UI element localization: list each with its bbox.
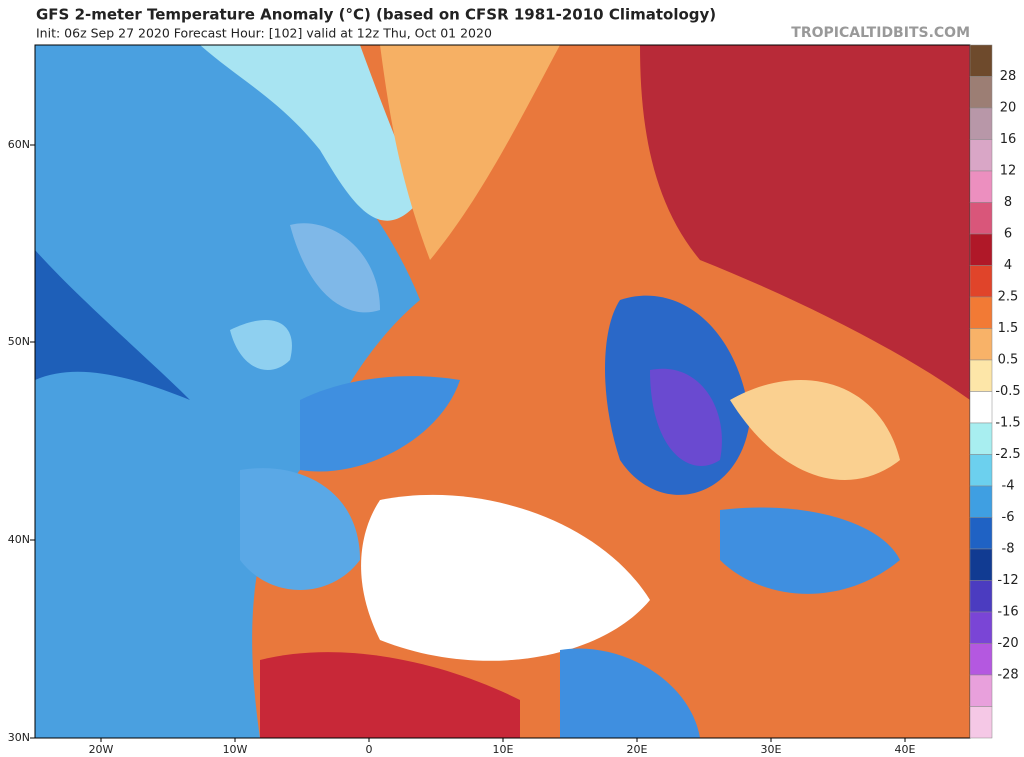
lon-label: 0 bbox=[366, 743, 373, 756]
colorbar-label: 4 bbox=[1004, 258, 1012, 273]
colorbar-label: 28 bbox=[1000, 69, 1017, 84]
subtitle: Init: 06z Sep 27 2020 Forecast Hour: [10… bbox=[36, 26, 492, 41]
title: GFS 2-meter Temperature Anomaly (°C) (ba… bbox=[36, 6, 716, 24]
colorbar-label: -12 bbox=[997, 573, 1018, 588]
colorbar-label: 8 bbox=[1004, 195, 1012, 210]
colorbar-swatch bbox=[969, 139, 993, 172]
colorbar-label: 20 bbox=[1000, 101, 1017, 116]
lon-label: 10E bbox=[493, 743, 514, 756]
colorbar-swatch bbox=[969, 580, 993, 613]
colorbar-swatch bbox=[969, 359, 993, 392]
map bbox=[34, 44, 971, 739]
colorbar-swatch bbox=[969, 422, 993, 455]
colorbar-label: -4 bbox=[1002, 479, 1015, 494]
colorbar-swatch bbox=[969, 265, 993, 298]
colorbar-swatch bbox=[969, 170, 993, 203]
colorbar-label: -6 bbox=[1002, 510, 1015, 525]
lon-label: 40E bbox=[895, 743, 916, 756]
colorbar-swatch bbox=[969, 517, 993, 550]
colorbar-swatch bbox=[969, 454, 993, 487]
colorbar-label: -2.5 bbox=[995, 447, 1020, 462]
colorbar-swatch bbox=[969, 202, 993, 235]
lon-label: 10W bbox=[223, 743, 248, 756]
colorbar-label: -28 bbox=[997, 668, 1018, 683]
colorbar-label: 6 bbox=[1004, 227, 1012, 242]
colorbar-swatch bbox=[969, 643, 993, 676]
colorbar-label: -1.5 bbox=[995, 416, 1020, 431]
lon-label: 30E bbox=[761, 743, 782, 756]
lon-label: 20W bbox=[89, 743, 114, 756]
colorbar-swatch bbox=[969, 611, 993, 644]
lon-label: 20E bbox=[627, 743, 648, 756]
colorbar-label: 0.5 bbox=[998, 353, 1019, 368]
colorbar-swatch bbox=[969, 548, 993, 581]
colorbar-label: -20 bbox=[997, 636, 1018, 651]
lat-label: 50N bbox=[8, 335, 30, 348]
colorbar-swatch bbox=[969, 706, 993, 739]
colorbar-swatch bbox=[969, 328, 993, 361]
site-name: TROPICALTIDBITS.COM bbox=[791, 25, 970, 41]
colorbar-label: 2.5 bbox=[998, 290, 1019, 305]
lat-label: 30N bbox=[8, 731, 30, 744]
lat-label: 40N bbox=[8, 533, 30, 546]
lat-label: 60N bbox=[8, 138, 30, 151]
colorbar-swatch bbox=[969, 391, 993, 424]
colorbar-label: 1.5 bbox=[998, 321, 1019, 336]
colorbar-label: 12 bbox=[1000, 164, 1017, 179]
colorbar-label: -16 bbox=[997, 605, 1018, 620]
colorbar-label: 16 bbox=[1000, 132, 1017, 147]
colorbar-label: -0.5 bbox=[995, 384, 1020, 399]
colorbar-swatch bbox=[969, 674, 993, 707]
colorbar-swatch bbox=[969, 44, 993, 77]
colorbar-swatch bbox=[969, 296, 993, 329]
colorbar-swatch bbox=[969, 233, 993, 266]
colorbar-label: -8 bbox=[1002, 542, 1015, 557]
colorbar-swatch bbox=[969, 485, 993, 518]
colorbar-swatch bbox=[969, 76, 993, 109]
colorbar-swatch bbox=[969, 107, 993, 140]
